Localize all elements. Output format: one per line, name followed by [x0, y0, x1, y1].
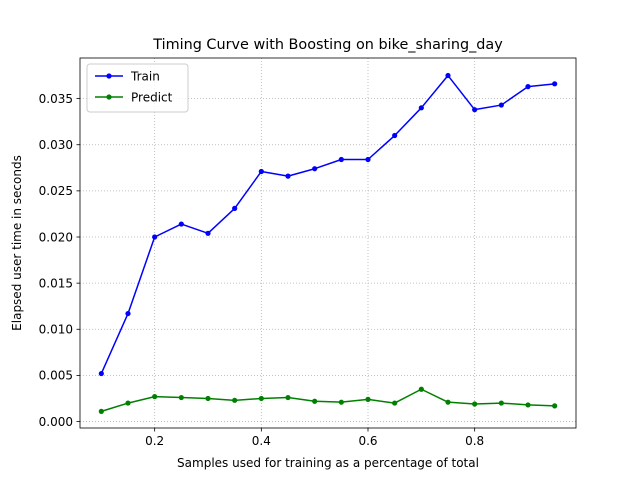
- chart-title: Timing Curve with Boosting on bike_shari…: [152, 37, 503, 53]
- data-point-predict: [152, 394, 158, 400]
- x-tick-label: 0.6: [358, 434, 377, 448]
- data-point-train: [98, 370, 104, 377]
- data-point-predict: [365, 396, 371, 402]
- data-point-predict: [232, 397, 238, 403]
- data-point-predict: [498, 400, 504, 406]
- data-point-predict: [392, 400, 398, 406]
- data-point-predict: [525, 402, 531, 408]
- data-point-train: [552, 81, 558, 87]
- data-point-train: [392, 132, 398, 139]
- data-point-predict: [258, 395, 264, 402]
- series-train: [98, 72, 558, 377]
- legend-marker-train: [106, 73, 112, 79]
- x-tick-label: 0.8: [465, 434, 484, 448]
- data-point-predict: [418, 386, 424, 392]
- data-point-train: [445, 72, 451, 79]
- data-point-predict: [125, 400, 131, 406]
- series-predict: [98, 386, 558, 414]
- y-axis-label: Elapsed user time in seconds: [10, 155, 24, 331]
- data-point-predict: [338, 399, 344, 405]
- data-point-train: [285, 173, 291, 179]
- data-point-predict: [98, 408, 104, 414]
- series-line-train: [100, 74, 555, 374]
- data-point-train: [472, 107, 478, 113]
- y-tick-label: 0.000: [39, 415, 73, 429]
- data-point-predict: [205, 395, 211, 402]
- data-point-train: [525, 84, 531, 90]
- series-layer: [98, 72, 558, 414]
- y-tick-label: 0.015: [39, 276, 73, 290]
- y-tick-label: 0.025: [39, 184, 73, 198]
- legend-label-predict: Predict: [131, 90, 173, 104]
- data-point-predict: [285, 394, 291, 401]
- data-point-predict: [178, 394, 184, 401]
- data-point-predict: [552, 403, 558, 409]
- data-point-train: [232, 205, 238, 211]
- x-tick-label: 0.4: [252, 434, 271, 448]
- x-tick-label: 0.2: [145, 434, 164, 448]
- data-point-train: [312, 166, 318, 172]
- y-tick-label: 0.030: [39, 138, 73, 152]
- data-point-train: [205, 230, 211, 236]
- y-tick-label: 0.020: [39, 230, 73, 244]
- data-point-predict: [312, 398, 318, 404]
- y-tick-label: 0.005: [39, 369, 73, 383]
- data-point-train: [152, 234, 158, 240]
- legend: Train Predict: [86, 63, 189, 113]
- ticks: 0.2 0.4 0.6 0.8 0.000 0.005 0.010 0.015 0.020 0.0…: [39, 92, 485, 448]
- legend-marker-predict: [106, 94, 112, 100]
- data-point-train: [498, 102, 504, 108]
- data-point-train: [258, 168, 264, 175]
- data-point-train: [178, 221, 184, 227]
- y-tick-label: 0.035: [39, 92, 73, 106]
- data-point-predict: [472, 401, 478, 407]
- plot-frame: [79, 57, 577, 429]
- data-point-train: [365, 156, 371, 163]
- data-point-train: [125, 310, 131, 317]
- data-point-predict: [445, 399, 451, 405]
- legend-label-train: Train: [130, 69, 160, 83]
- y-tick-label: 0.010: [39, 323, 73, 337]
- series-line-predict: [101, 388, 555, 413]
- data-point-train: [338, 156, 344, 163]
- x-axis-label: Samples used for training as a percentag…: [177, 456, 479, 470]
- data-point-train: [418, 105, 424, 111]
